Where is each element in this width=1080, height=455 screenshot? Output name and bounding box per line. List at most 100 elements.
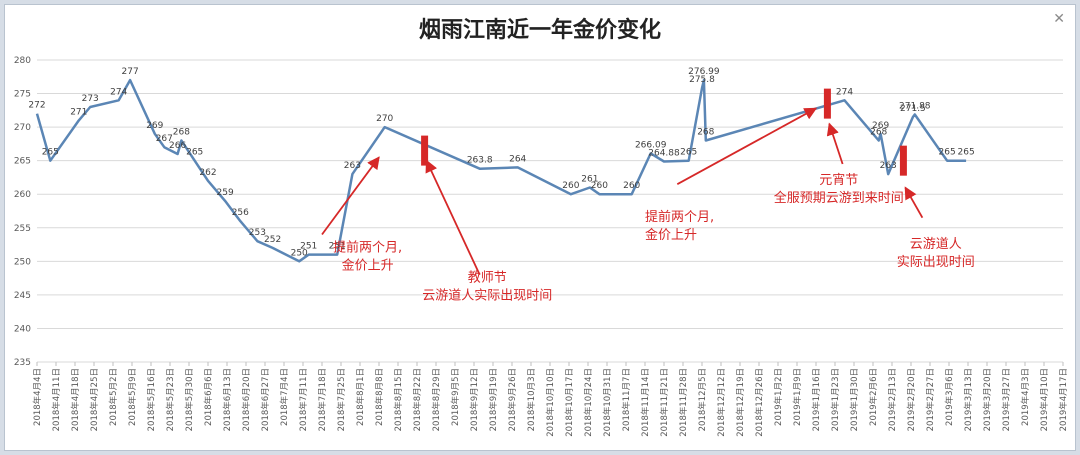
y-tick-label: 270 [14, 123, 31, 133]
x-tick-label: 2018年4月11日 [51, 368, 62, 431]
y-tick-label: 250 [14, 257, 31, 267]
x-tick-label: 2018年9月5日 [450, 368, 461, 426]
x-tick-label: 2018年10月10日 [545, 368, 556, 437]
data-label: 269 [146, 121, 163, 131]
x-tick-label: 2018年5月16日 [146, 368, 157, 431]
x-tick-label: 2019年1月9日 [792, 368, 803, 426]
x-tick-label: 2018年11月21日 [659, 368, 670, 437]
x-tick-label: 2018年11月28日 [678, 368, 689, 437]
data-label: 268 [697, 128, 714, 138]
x-tick-label: 2018年10月31日 [602, 368, 613, 437]
event-marker [899, 145, 907, 176]
x-tick-label: 2018年11月7日 [621, 368, 632, 431]
data-label: 269 [872, 121, 889, 131]
data-label: 268 [173, 128, 190, 138]
data-label: 265 [186, 148, 203, 158]
annotation-arrow [904, 186, 924, 219]
annotation-text: 提前两个月, [645, 209, 714, 225]
x-tick-label: 2018年8月8日 [374, 368, 385, 426]
annotation-text: 教师节 [468, 269, 507, 285]
data-label: 265 [680, 148, 697, 158]
x-tick-label: 2019年1月2日 [773, 368, 784, 426]
x-tick-label: 2019年4月17日 [1058, 368, 1069, 431]
annotation-text: 金价上升 [645, 227, 697, 243]
y-tick-label: 235 [14, 358, 31, 368]
data-label: 263.8 [467, 156, 493, 166]
annotation-text: 云游道人实际出现时间 [422, 288, 552, 303]
data-label: 262 [199, 168, 216, 178]
x-tick-label: 2019年3月13日 [963, 368, 974, 431]
data-label: 256 [232, 208, 249, 218]
data-label: 268 [870, 128, 887, 138]
data-label: 266.09 [635, 140, 667, 150]
x-tick-label: 2019年2月27日 [925, 368, 936, 431]
chart-title: 烟雨江南近一年金价变化 [419, 17, 661, 43]
x-tick-label: 2018年4月18日 [70, 368, 81, 431]
annotation-arrow [826, 122, 844, 165]
x-tick-label: 2018年10月17日 [564, 368, 575, 437]
data-label: 261 [581, 175, 598, 185]
data-label: 272 [28, 101, 45, 111]
data-label: 274 [836, 87, 853, 97]
x-tick-label: 2018年6月6日 [203, 368, 214, 426]
annotation-text: 元宵节 [819, 172, 858, 188]
data-label: 266 [169, 141, 186, 151]
x-tick-label: 2018年8月1日 [355, 368, 366, 426]
annotation-arrow [321, 156, 380, 236]
x-tick-label: 2019年3月27日 [1001, 368, 1012, 431]
x-tick-label: 2018年11月14日 [640, 368, 651, 437]
x-tick-label: 2018年5月23日 [165, 368, 176, 431]
y-tick-label: 265 [14, 157, 31, 167]
x-tick-label: 2018年7月18日 [317, 368, 328, 431]
x-tick-label: 2018年7月4日 [279, 368, 290, 426]
x-tick-label: 2018年12月5日 [697, 368, 708, 431]
x-tick-label: 2018年12月19日 [735, 368, 746, 437]
close-icon[interactable]: ✕ [1053, 11, 1065, 27]
data-label: 260 [591, 181, 608, 191]
data-label: 274 [110, 87, 127, 97]
data-label: 260 [562, 181, 579, 191]
x-tick-label: 2018年7月25日 [336, 368, 347, 431]
data-label: 271.5 [900, 104, 926, 114]
x-tick-label: 2018年5月30日 [184, 368, 195, 431]
x-tick-label: 2018年10月24日 [583, 368, 594, 437]
x-tick-label: 2018年12月26日 [754, 368, 765, 437]
x-tick-label: 2018年8月29日 [431, 368, 442, 431]
x-tick-label: 2018年8月22日 [412, 368, 423, 431]
x-tick-label: 2018年4月4日 [32, 368, 43, 426]
x-tick-label: 2018年6月20日 [241, 368, 252, 431]
data-label: 265 [939, 148, 956, 158]
data-label: 259 [217, 188, 234, 198]
y-tick-label: 260 [14, 190, 31, 200]
data-label: 275.8 [689, 75, 715, 85]
y-tick-label: 245 [14, 291, 31, 301]
data-label: 276.99 [688, 67, 720, 77]
data-label: 250 [291, 248, 308, 258]
x-tick-label: 2019年2月6日 [868, 368, 879, 426]
data-label: 277 [122, 67, 139, 77]
data-label: 252 [264, 235, 281, 245]
x-tick-label: 2018年6月27日 [260, 368, 271, 431]
data-label: 251 [300, 242, 317, 252]
event-marker [421, 135, 429, 166]
x-tick-label: 2018年10月3日 [526, 368, 537, 431]
annotation-text: 实际出现时间 [897, 255, 975, 270]
x-tick-label: 2019年2月20日 [906, 368, 917, 431]
data-label: 264 [509, 154, 526, 164]
data-label: 273 [82, 94, 99, 104]
y-tick-label: 240 [14, 324, 31, 334]
x-tick-label: 2018年5月2日 [108, 368, 119, 426]
x-tick-label: 2018年12月12日 [716, 368, 727, 437]
x-tick-label: 2019年2月13日 [887, 368, 898, 431]
data-label: 267 [156, 134, 173, 144]
y-tick-label: 255 [14, 224, 31, 234]
x-tick-label: 2019年4月10日 [1039, 368, 1050, 431]
data-label: 271.88 [899, 101, 931, 111]
annotation-text: 云游道人 [910, 237, 962, 252]
x-tick-label: 2018年4月25日 [89, 368, 100, 431]
data-label: 263 [344, 161, 361, 171]
data-label: 263 [880, 161, 897, 171]
price-series-line [35, 78, 967, 263]
event-marker [823, 88, 831, 119]
